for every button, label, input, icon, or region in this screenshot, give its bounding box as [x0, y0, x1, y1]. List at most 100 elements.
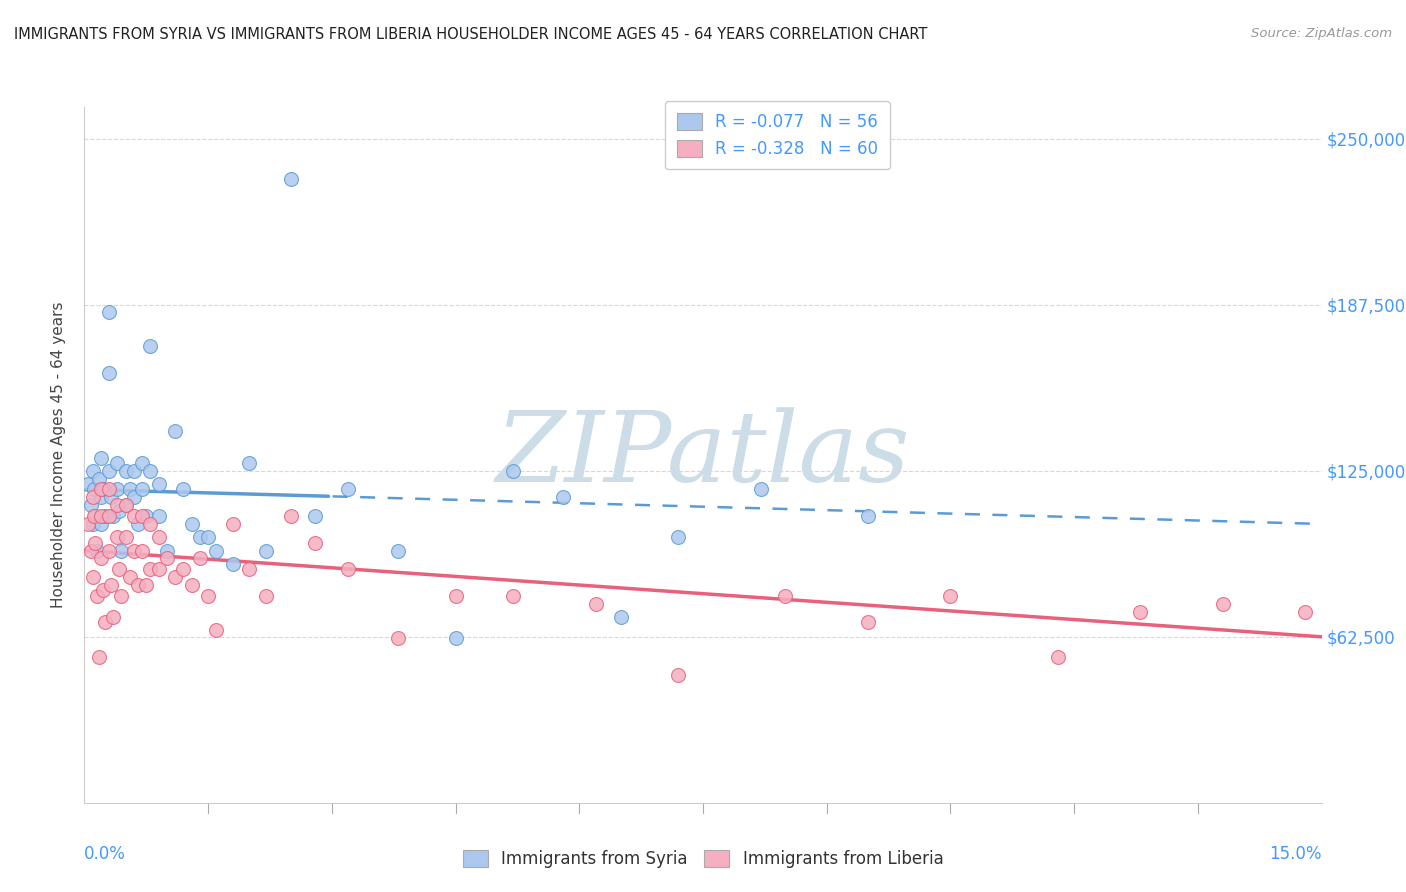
Point: [82, 491, 104, 505]
Text: Source: ZipAtlas.com: Source: ZipAtlas.com: [1251, 27, 1392, 40]
Point: [98, 366, 121, 380]
Point: [100, 578, 122, 592]
Point: [77, 477, 100, 491]
Point: [98, 543, 121, 558]
Point: [105, 499, 128, 513]
Point: [180, 516, 202, 531]
Point: [83, 508, 105, 523]
Point: [82, 570, 104, 584]
Point: [118, 570, 141, 584]
Point: [82, 464, 104, 478]
Point: [94, 615, 117, 630]
Point: [180, 578, 202, 592]
Point: [749, 483, 772, 497]
Point: [1294, 605, 1316, 619]
Point: [122, 464, 145, 478]
Point: [502, 589, 524, 603]
Text: 0.0%: 0.0%: [84, 845, 127, 863]
Point: [280, 171, 302, 186]
Point: [114, 464, 136, 478]
Point: [110, 589, 132, 603]
Point: [444, 631, 467, 645]
Point: [387, 543, 409, 558]
Point: [131, 508, 153, 523]
Point: [90, 491, 112, 505]
Point: [172, 562, 194, 576]
Text: IMMIGRANTS FROM SYRIA VS IMMIGRANTS FROM LIBERIA HOUSEHOLDER INCOME AGES 45 - 64: IMMIGRANTS FROM SYRIA VS IMMIGRANTS FROM…: [14, 27, 928, 42]
Point: [205, 623, 228, 637]
Point: [139, 464, 162, 478]
Point: [135, 578, 157, 592]
Point: [197, 530, 219, 544]
Point: [105, 530, 128, 544]
Point: [387, 631, 409, 645]
Point: [98, 483, 121, 497]
Point: [122, 508, 145, 523]
Point: [91, 583, 114, 598]
Point: [172, 483, 194, 497]
Point: [254, 543, 277, 558]
Point: [90, 450, 112, 465]
Point: [100, 491, 122, 505]
Point: [80, 543, 103, 558]
Point: [222, 516, 245, 531]
Legend: Immigrants from Syria, Immigrants from Liberia: Immigrants from Syria, Immigrants from L…: [456, 843, 950, 875]
Text: ZIPatlas: ZIPatlas: [496, 408, 910, 502]
Point: [337, 562, 360, 576]
Point: [165, 424, 187, 438]
Point: [122, 543, 145, 558]
Point: [165, 570, 187, 584]
Point: [110, 543, 132, 558]
Point: [89, 649, 111, 664]
Point: [89, 472, 111, 486]
Point: [114, 499, 136, 513]
Point: [90, 508, 112, 523]
Point: [139, 339, 162, 353]
Point: [94, 508, 117, 523]
Point: [156, 551, 179, 566]
Point: [103, 610, 125, 624]
Point: [90, 516, 112, 531]
Point: [103, 508, 125, 523]
Point: [114, 530, 136, 544]
Point: [84, 508, 107, 523]
Point: [139, 562, 162, 576]
Point: [148, 562, 170, 576]
Point: [122, 491, 145, 505]
Point: [131, 543, 153, 558]
Point: [205, 543, 228, 558]
Point: [609, 610, 631, 624]
Point: [108, 562, 131, 576]
Point: [304, 535, 326, 549]
Point: [304, 508, 326, 523]
Point: [135, 508, 157, 523]
Point: [127, 578, 149, 592]
Point: [666, 668, 689, 682]
Point: [197, 589, 219, 603]
Point: [86, 543, 108, 558]
Point: [98, 464, 121, 478]
Point: [105, 483, 128, 497]
Point: [939, 589, 962, 603]
Point: [90, 483, 112, 497]
Point: [1129, 605, 1152, 619]
Point: [118, 483, 141, 497]
Point: [98, 304, 121, 318]
Point: [83, 483, 105, 497]
Point: [148, 530, 170, 544]
Point: [114, 499, 136, 513]
Point: [156, 543, 179, 558]
Point: [585, 597, 607, 611]
Point: [1046, 649, 1069, 664]
Point: [131, 483, 153, 497]
Point: [666, 530, 689, 544]
Point: [337, 483, 360, 497]
Point: [80, 499, 103, 513]
Legend: R = -0.077   N = 56, R = -0.328   N = 60: R = -0.077 N = 56, R = -0.328 N = 60: [665, 102, 890, 169]
Point: [108, 504, 131, 518]
Y-axis label: Householder Income Ages 45 - 64 years: Householder Income Ages 45 - 64 years: [51, 301, 66, 608]
Point: [856, 615, 879, 630]
Point: [148, 477, 170, 491]
Point: [1212, 597, 1234, 611]
Point: [280, 508, 302, 523]
